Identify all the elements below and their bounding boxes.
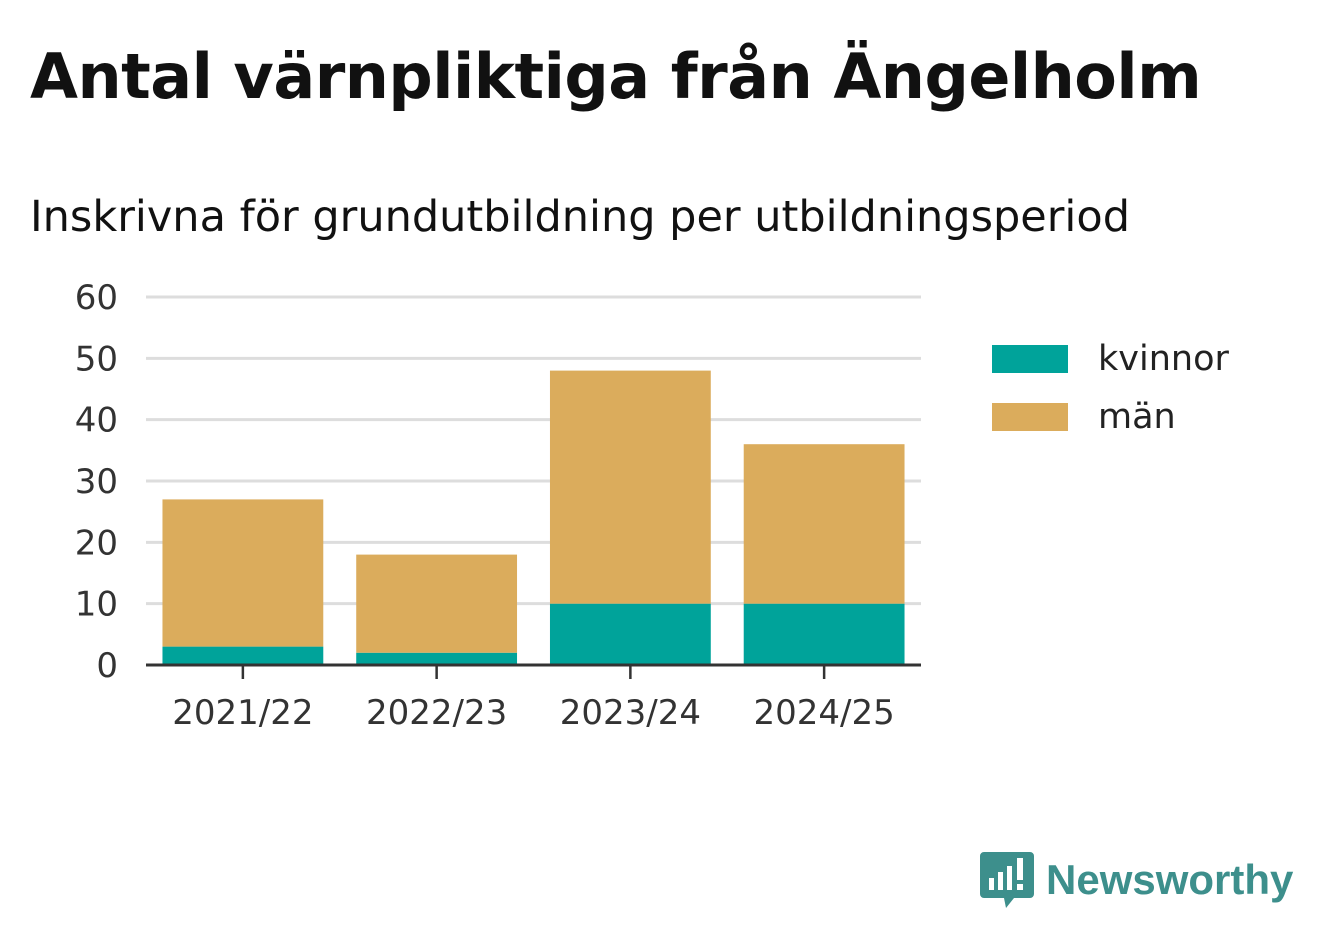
bar-segment-män	[356, 554, 518, 653]
chart-subtitle: Inskrivna för grundutbildning per utbild…	[30, 192, 1130, 242]
legend-label: kvinnor	[1098, 339, 1229, 379]
y-tick-label: 20	[75, 523, 118, 563]
brand-name: Newsworthy	[1046, 856, 1294, 903]
bar-segment-män	[162, 499, 324, 647]
legend-swatch	[992, 403, 1068, 431]
bar-segment-kvinnor	[356, 652, 518, 665]
newsworthy-logo-icon	[980, 852, 1034, 908]
bar-segment-kvinnor	[743, 603, 905, 665]
bar-segment-kvinnor	[549, 603, 711, 665]
x-tick-label: 2021/22	[172, 693, 313, 733]
x-tick-label: 2023/24	[560, 693, 701, 733]
y-tick-label: 60	[75, 278, 118, 318]
legend-swatch	[992, 345, 1068, 373]
legend-item: män	[992, 388, 1229, 446]
legend-label: män	[1098, 397, 1176, 437]
x-tick-label: 2024/25	[754, 693, 895, 733]
y-tick-label: 40	[75, 401, 118, 441]
bar-segment-kvinnor	[162, 646, 324, 665]
chart-title: Antal värnpliktiga från Ängelholm	[30, 40, 1202, 113]
brand-logo: Newsworthy	[980, 850, 1293, 910]
chart-legend: kvinnor män	[992, 330, 1229, 446]
legend-item: kvinnor	[992, 330, 1229, 388]
bar-segment-män	[743, 444, 905, 604]
y-tick-label: 30	[75, 462, 118, 502]
x-tick-label: 2022/23	[366, 693, 507, 733]
y-tick-label: 10	[75, 585, 118, 625]
y-tick-label: 0	[96, 646, 118, 686]
bar-segment-män	[549, 370, 711, 604]
y-tick-label: 50	[75, 339, 118, 379]
